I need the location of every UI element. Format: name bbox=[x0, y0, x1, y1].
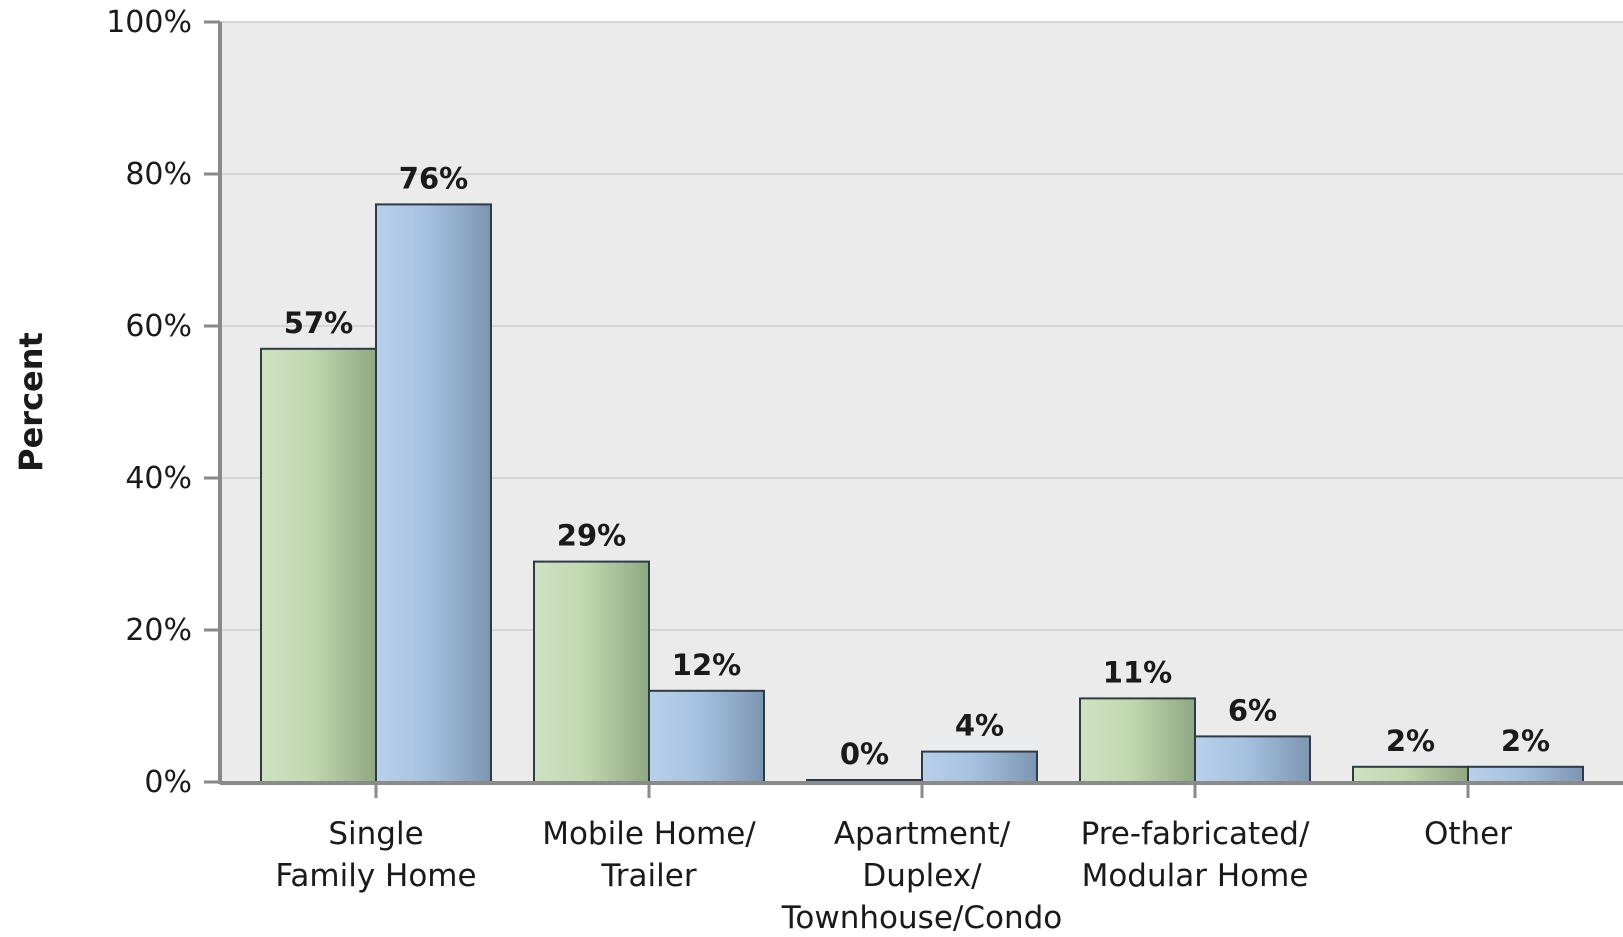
x-category-label-line: Other bbox=[1424, 816, 1512, 852]
bar-series1 bbox=[533, 560, 650, 783]
y-axis-title: Percent bbox=[12, 332, 50, 472]
y-tick-label: 60% bbox=[125, 309, 192, 344]
y-tick-label: 40% bbox=[125, 461, 192, 496]
data-label: 2% bbox=[1501, 724, 1550, 758]
bar-series2 bbox=[921, 750, 1038, 783]
data-label: 4% bbox=[955, 709, 1004, 743]
data-labels: 57% 76% 29% 12% 0% 4% 11% 6% 2% 2% bbox=[284, 161, 1550, 771]
y-tick-label: 100% bbox=[106, 5, 192, 40]
x-category-label-line: Modular Home bbox=[1082, 858, 1309, 894]
data-label: 29% bbox=[557, 519, 626, 553]
x-category-label: Single Family Home bbox=[275, 816, 476, 894]
bar-series2 bbox=[1467, 765, 1584, 783]
data-label: 0% bbox=[840, 737, 889, 771]
bar-series1 bbox=[1079, 697, 1196, 784]
bar-series1 bbox=[260, 347, 377, 783]
bar-series2 bbox=[375, 203, 492, 783]
data-label: 2% bbox=[1386, 724, 1435, 758]
axes bbox=[218, 22, 1623, 798]
y-tick-label: 80% bbox=[125, 157, 192, 192]
y-tick-label: 0% bbox=[144, 765, 192, 800]
bars bbox=[260, 203, 1584, 784]
x-category-label-line: Duplex/ bbox=[862, 858, 982, 894]
bar-series1 bbox=[1352, 765, 1469, 783]
x-category-label: Apartment/Duplex/Townhouse/Condo bbox=[781, 816, 1062, 936]
x-category-label: Other bbox=[1424, 816, 1512, 852]
bar-series2 bbox=[648, 689, 765, 783]
x-axis-labels: Single Family Home Mobile Home/Trailer Apar… bbox=[275, 816, 1512, 936]
x-category-label: Mobile Home/Trailer bbox=[542, 816, 756, 894]
data-label: 6% bbox=[1228, 693, 1277, 727]
data-label: 57% bbox=[284, 306, 353, 340]
x-category-label-line: Single bbox=[328, 816, 423, 852]
data-label: 12% bbox=[672, 648, 741, 682]
data-label: 11% bbox=[1103, 655, 1172, 689]
x-category-label-line: Family Home bbox=[275, 858, 476, 894]
y-tick-label: 20% bbox=[125, 613, 192, 648]
y-axis-ticks: 0% 20% 40% 60% 80% 100% bbox=[106, 5, 220, 800]
x-category-label: Pre-fabricated/Modular Home bbox=[1081, 816, 1310, 894]
bar-series2 bbox=[1194, 735, 1311, 784]
x-category-label-line: Pre-fabricated/ bbox=[1081, 816, 1310, 852]
x-category-label-line: Apartment/ bbox=[834, 816, 1011, 852]
x-category-label-line: Mobile Home/ bbox=[542, 816, 756, 852]
x-category-label-line: Townhouse/Condo bbox=[781, 900, 1062, 936]
data-label: 76% bbox=[399, 161, 468, 195]
x-category-label-line: Trailer bbox=[600, 858, 696, 894]
